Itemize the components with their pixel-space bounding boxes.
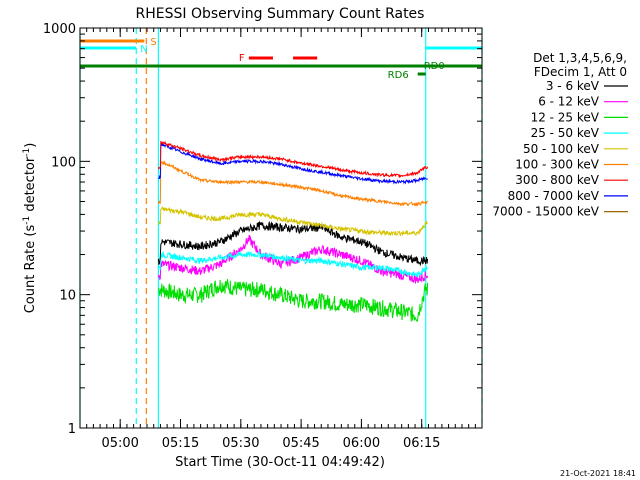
x-tick-label: 05:45 [282, 436, 319, 451]
legend-label: 300 - 800 keV [515, 173, 599, 187]
legend: Det 1,3,4,5,6,9,FDecim 1, Att 03 - 6 keV… [492, 51, 628, 219]
series-magenta [157, 234, 429, 284]
x-tick-label: 05:30 [222, 436, 259, 451]
legend-header: Det 1,3,4,5,6,9, [533, 51, 627, 65]
y-axis-label-part: Count Rate (s [23, 225, 38, 314]
y-axis-label-part: -1 [22, 216, 32, 225]
legend-label: 6 - 12 keV [538, 95, 600, 109]
axes: 1 10 100 1000 05:00 05:15 05:30 05:45 06:00 06:15 [43, 22, 483, 451]
legend-label: 800 - 7000 keV [508, 189, 600, 203]
series-orange [157, 159, 428, 207]
series-cyan [157, 249, 428, 278]
y-tick-label: 1 [68, 422, 76, 437]
y-tick-label: 100 [51, 155, 76, 170]
x-tick-label: 05:00 [101, 436, 138, 451]
series-red [157, 140, 429, 179]
x-tick-label: 05:15 [162, 436, 199, 451]
legend-label: 50 - 100 keV [523, 142, 600, 156]
state-label-s: S [150, 37, 156, 48]
legend-label: 100 - 300 keV [515, 158, 599, 172]
legend-label: 12 - 25 keV [531, 110, 600, 124]
legend-label: 7000 - 15000 keV [492, 205, 599, 219]
y-axis-label: Count Rate (s-1 detector-1) [22, 143, 38, 314]
plot-area: SN F RD0 RD6 [79, 28, 483, 428]
legend-label: 3 - 6 keV [546, 79, 600, 93]
footer-date: 21-Oct-2021 18:41 [560, 469, 636, 478]
y-axis-label-part: detector [23, 156, 38, 216]
series-black [157, 220, 429, 267]
legend-header: FDecim 1, Att 0 [534, 65, 627, 79]
y-axis-label-part: -1 [22, 148, 32, 157]
y-tick-label: 10 [59, 289, 76, 304]
state-label-rd0: RD0 [424, 61, 445, 72]
legend-label: 25 - 50 keV [531, 126, 600, 140]
state-label-f: F [239, 53, 245, 64]
series-green [157, 279, 429, 322]
series-yellow [158, 206, 428, 237]
y-tick-label: 1000 [43, 22, 76, 37]
x-tick-label: 06:00 [343, 436, 380, 451]
state-label-n: N [140, 44, 147, 55]
x-tick-label: 06:15 [403, 436, 440, 451]
state-label-rd6: RD6 [388, 70, 409, 81]
y-axis-label-part: ) [23, 143, 38, 148]
chart-title: RHESSI Observing Summary Count Rates [136, 6, 425, 22]
x-axis-label: Start Time (30-Oct-11 04:49:42) [175, 455, 385, 470]
series-blue [158, 142, 428, 185]
